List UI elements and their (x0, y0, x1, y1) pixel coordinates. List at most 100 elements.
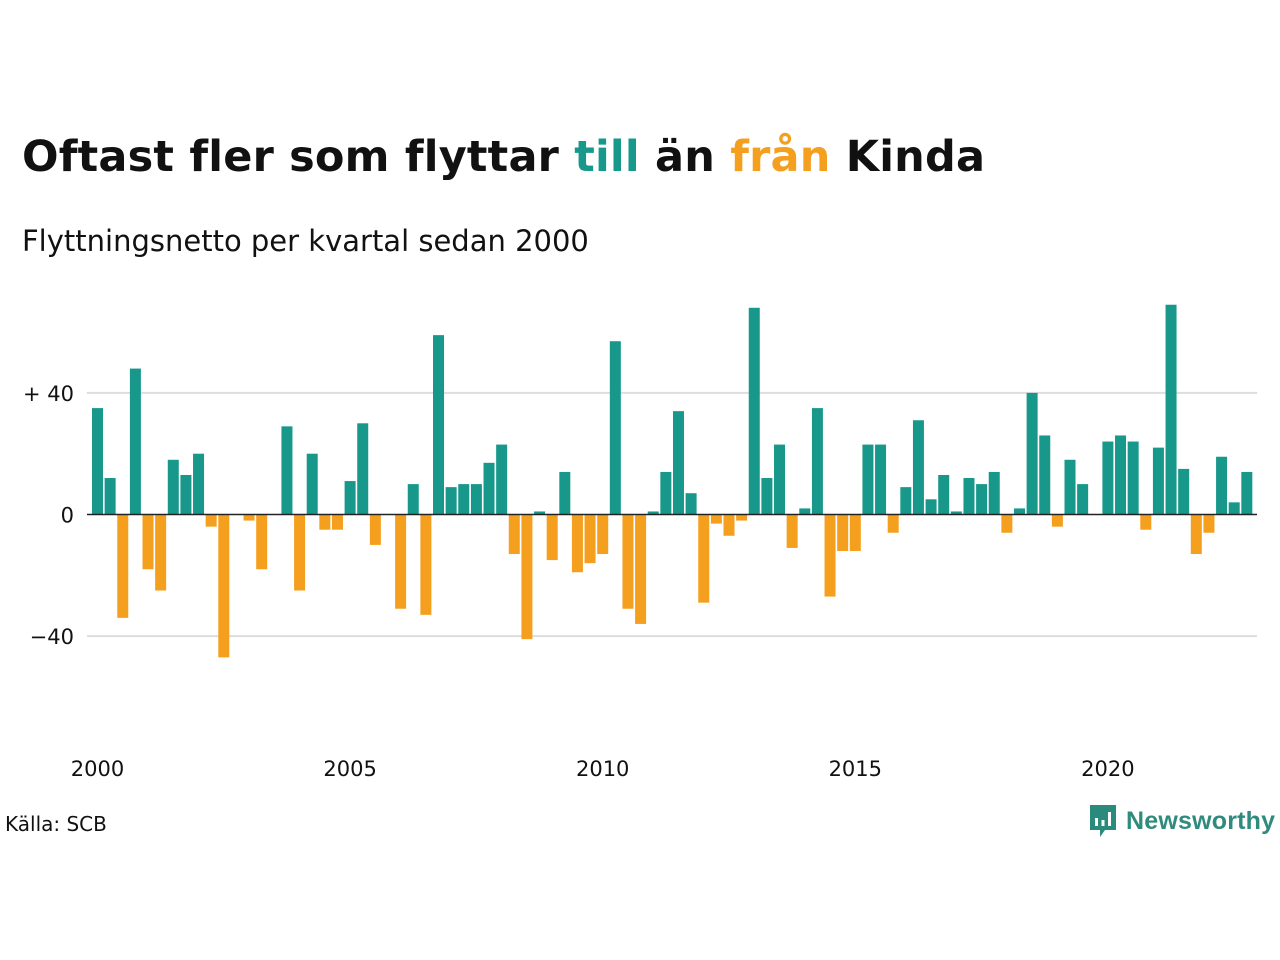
bar (496, 444, 508, 515)
bar (1051, 514, 1063, 527)
bar (976, 484, 988, 515)
bar (609, 341, 621, 515)
bar (736, 514, 748, 521)
bar (1102, 441, 1114, 515)
bar (521, 514, 533, 640)
bar (799, 508, 811, 515)
bar (622, 514, 634, 609)
y-tick-label: + 40 (23, 382, 74, 406)
chart-subtitle: Flyttningsnetto per kvartal sedan 2000 (22, 224, 589, 258)
bar (331, 514, 343, 530)
x-tick-label: 2015 (829, 757, 882, 781)
bar (433, 335, 445, 515)
y-tick-label: −40 (30, 625, 74, 649)
bar (761, 478, 773, 515)
bar (92, 408, 103, 515)
bar (483, 462, 495, 515)
bar (1127, 441, 1139, 515)
bar (1216, 456, 1228, 515)
bar (1228, 502, 1240, 515)
bar (1152, 447, 1164, 515)
x-tick-label: 2000 (71, 757, 124, 781)
bar (508, 514, 520, 555)
bar (155, 514, 167, 591)
bar (559, 471, 571, 515)
bar (193, 453, 205, 515)
bar (306, 453, 318, 515)
title-text-2: än (639, 132, 731, 182)
bar (597, 514, 609, 555)
bar (685, 493, 697, 515)
title-text-3: Kinda (830, 132, 986, 182)
bar (420, 514, 432, 615)
source-note: Källa: SCB (5, 812, 107, 836)
bar (1190, 514, 1202, 555)
bar (243, 514, 255, 521)
bar (786, 514, 798, 548)
bar (1064, 459, 1076, 515)
bar (571, 514, 583, 573)
bar (294, 514, 306, 591)
bar (281, 426, 293, 515)
bar (470, 484, 482, 515)
x-tick-label: 2005 (323, 757, 376, 781)
title-text-1: Oftast fler som flyttar (22, 132, 575, 182)
bar (723, 514, 735, 536)
bar (912, 420, 924, 515)
bar (319, 514, 331, 530)
bar (369, 514, 381, 545)
chart-title: Oftast fler som flyttar till än från Kin… (22, 132, 985, 182)
bar (862, 444, 874, 515)
bar (900, 487, 912, 515)
bar (129, 368, 141, 515)
bar (849, 514, 861, 551)
bar (710, 514, 722, 524)
bar (1013, 508, 1025, 515)
bar (1241, 471, 1253, 515)
bar (167, 459, 179, 515)
bar (1203, 514, 1215, 533)
bar (647, 511, 659, 515)
bar (1026, 392, 1038, 515)
bar (988, 471, 1000, 515)
y-axis-labels: + 40 0 −40 (23, 382, 74, 649)
bar (205, 514, 217, 527)
x-tick-label: 2020 (1081, 757, 1134, 781)
newsworthy-logo: Newsworthy (1088, 803, 1275, 839)
x-axis-labels: 2000 2005 2010 2015 2020 (71, 757, 1135, 781)
bar (218, 514, 230, 658)
bar (104, 478, 116, 515)
newsworthy-logo-icon (1090, 805, 1116, 837)
bar (395, 514, 407, 609)
bar (963, 478, 975, 515)
bar (950, 511, 962, 515)
logo-text: Newsworthy (1126, 806, 1276, 835)
bar (672, 411, 684, 515)
bar (1115, 435, 1127, 515)
bar (774, 444, 786, 515)
bar (357, 423, 369, 515)
bar (875, 444, 887, 515)
bar (1165, 304, 1177, 515)
bar (1178, 468, 1190, 515)
bar (1001, 514, 1013, 533)
bar (698, 514, 710, 603)
bar (445, 487, 457, 515)
bar (925, 499, 937, 515)
bar (142, 514, 154, 570)
bar (635, 514, 647, 624)
bar (117, 514, 129, 618)
bar (748, 307, 760, 515)
bar (938, 474, 950, 515)
y-tick-label: 0 (61, 504, 74, 528)
bar (660, 471, 672, 515)
grid-lines (87, 391, 1257, 638)
x-tick-label: 2010 (576, 757, 629, 781)
title-word-fran: från (730, 132, 831, 182)
bar (546, 514, 558, 561)
bar (887, 514, 899, 533)
bar (811, 408, 823, 515)
bar (1077, 484, 1089, 515)
bar (256, 514, 268, 570)
bar (837, 514, 849, 551)
